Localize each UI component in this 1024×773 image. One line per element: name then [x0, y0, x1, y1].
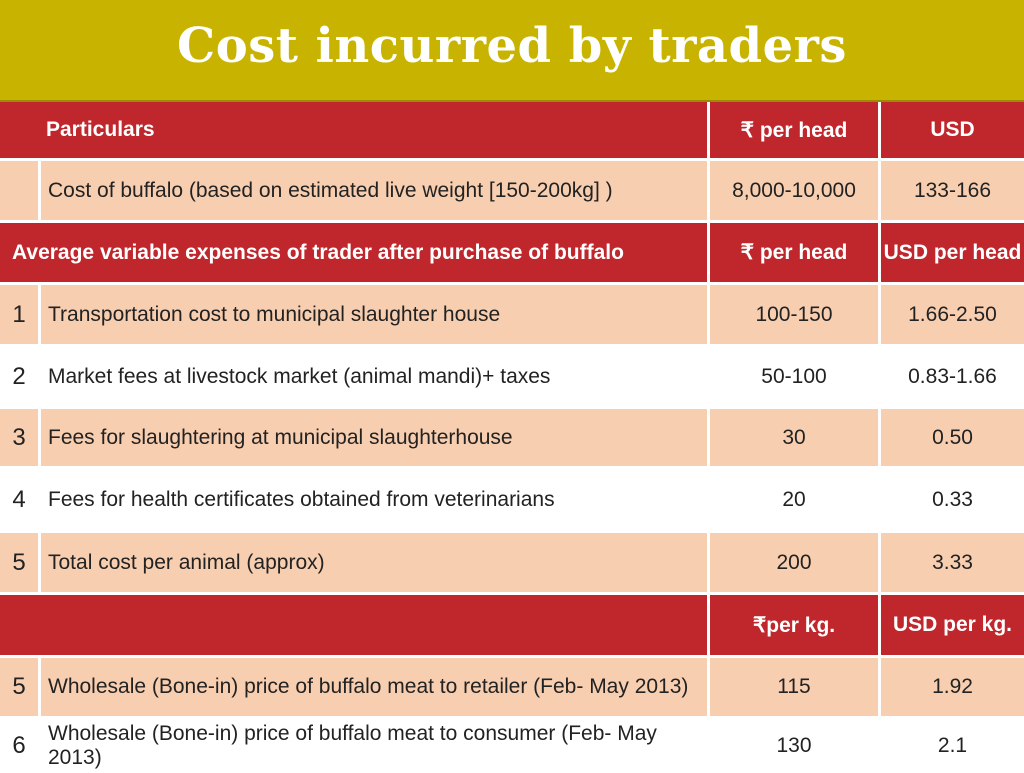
- row-particular: Market fees at livestock market (animal …: [41, 347, 707, 406]
- row-inr: 8,000-10,000: [710, 161, 878, 220]
- table-row: 5 Total cost per animal (approx) 200 3.3…: [0, 533, 1024, 595]
- header-usd-per-head: USD per head: [881, 223, 1024, 282]
- row-number: 2: [0, 347, 38, 406]
- row-particular: Wholesale (Bone-in) price of buffalo mea…: [41, 658, 707, 716]
- row-particular: Cost of buffalo (based on estimated live…: [41, 161, 707, 220]
- header-usd-per-kg: USD per kg.: [881, 595, 1024, 655]
- header-row-expenses: Average variable expenses of trader afte…: [0, 223, 1024, 285]
- header-row-per-kg: ₹per kg. USD per kg.: [0, 595, 1024, 658]
- table-row: 1 Transportation cost to municipal slaug…: [0, 285, 1024, 347]
- header-expenses-label: Average variable expenses of trader afte…: [0, 223, 707, 282]
- header-inr-per-head: ₹ per head: [710, 223, 878, 282]
- row-usd: 1.66-2.50: [881, 285, 1024, 344]
- table-row: 2 Market fees at livestock market (anima…: [0, 347, 1024, 409]
- row-particular: Fees for slaughtering at municipal slaug…: [41, 409, 707, 466]
- cost-table: Particulars ₹ per head USD Cost of buffa…: [0, 102, 1024, 773]
- row-number: 5: [0, 533, 38, 592]
- row-usd: 3.33: [881, 533, 1024, 592]
- row-inr: 200: [710, 533, 878, 592]
- header-inr-per-head: ₹ per head: [710, 102, 878, 158]
- row-particular: Wholesale (Bone-in) price of buffalo mea…: [41, 719, 707, 773]
- row-usd: 0.33: [881, 469, 1024, 530]
- row-usd: 133-166: [881, 161, 1024, 220]
- row-inr: 130: [710, 719, 878, 773]
- row-usd: 2.1: [881, 719, 1024, 773]
- row-inr: 115: [710, 658, 878, 716]
- row-number: 4: [0, 469, 38, 530]
- page-title: Cost incurred by traders: [177, 18, 847, 74]
- title-bar: Cost incurred by traders: [0, 0, 1024, 102]
- header-inr-per-kg: ₹per kg.: [710, 595, 878, 655]
- row-particular: Transportation cost to municipal slaught…: [41, 285, 707, 344]
- row-particular: Fees for health certificates obtained fr…: [41, 469, 707, 530]
- table-row: 6 Wholesale (Bone-in) price of buffalo m…: [0, 719, 1024, 773]
- row-number: 1: [0, 285, 38, 344]
- table-row: 4 Fees for health certificates obtained …: [0, 469, 1024, 533]
- row-number-blank: [0, 161, 38, 220]
- row-inr: 20: [710, 469, 878, 530]
- row-inr: 50-100: [710, 347, 878, 406]
- row-usd: 0.83-1.66: [881, 347, 1024, 406]
- row-number: 3: [0, 409, 38, 466]
- header-per-kg-label: [0, 595, 707, 655]
- row-usd: 1.92: [881, 658, 1024, 716]
- row-number: 5: [0, 658, 38, 716]
- table-row: 5 Wholesale (Bone-in) price of buffalo m…: [0, 658, 1024, 719]
- header-row-particulars: Particulars ₹ per head USD: [0, 102, 1024, 161]
- row-usd: 0.50: [881, 409, 1024, 466]
- row-particular: Total cost per animal (approx): [41, 533, 707, 592]
- header-usd: USD: [881, 102, 1024, 158]
- buffalo-cost-row: Cost of buffalo (based on estimated live…: [0, 161, 1024, 223]
- table-row: 3 Fees for slaughtering at municipal sla…: [0, 409, 1024, 469]
- row-inr: 100-150: [710, 285, 878, 344]
- row-inr: 30: [710, 409, 878, 466]
- row-number: 6: [0, 719, 38, 773]
- header-particulars: Particulars: [0, 102, 707, 158]
